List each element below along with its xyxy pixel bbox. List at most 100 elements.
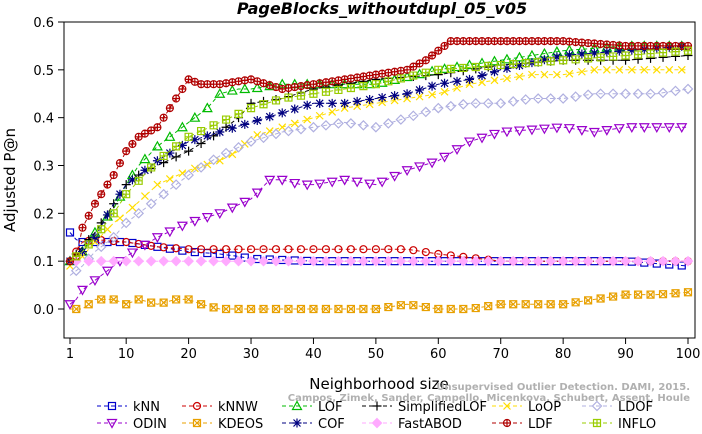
data-point — [552, 70, 561, 79]
data-point — [295, 255, 307, 267]
y-axis: 0.0 0.1 0.2 0.3 0.4 0.5 0.6 — [33, 16, 64, 318]
data-point — [428, 90, 436, 99]
data-point — [108, 231, 120, 243]
data-point — [621, 51, 630, 60]
legend: kNN kNNW LOF SimplifiedLOF LoOP LDOF ODIN KDEOS… — [97, 400, 656, 432]
data-point — [502, 418, 512, 428]
data-point — [352, 96, 362, 106]
data-point — [145, 198, 157, 210]
data-point — [277, 108, 287, 118]
data-point — [106, 418, 118, 429]
data-point — [582, 255, 594, 267]
data-point — [565, 69, 574, 78]
data-point — [184, 146, 194, 156]
data-point — [234, 245, 243, 254]
data-point — [165, 148, 175, 158]
data-point — [577, 49, 587, 59]
data-point — [627, 65, 636, 74]
data-point — [170, 179, 182, 190]
data-point — [633, 290, 643, 299]
legend-item-inflo: INFLO — [582, 417, 656, 432]
data-point — [591, 400, 603, 412]
data-point — [140, 165, 150, 175]
data-point — [64, 300, 76, 310]
data-point — [303, 115, 312, 124]
data-point — [552, 37, 562, 46]
data-point — [233, 255, 244, 267]
x-tick-label: 10 — [118, 347, 135, 362]
data-point — [134, 295, 143, 304]
y-tick-label: 0.0 — [33, 303, 54, 318]
data-point — [209, 303, 218, 312]
legend-label: LOF — [318, 400, 343, 415]
data-point — [540, 70, 549, 79]
data-point — [183, 169, 194, 181]
data-point — [396, 301, 405, 310]
data-point — [445, 255, 457, 267]
data-point — [439, 152, 451, 163]
data-point — [446, 304, 455, 314]
data-point — [302, 100, 312, 110]
data-point — [315, 98, 325, 108]
data-point — [484, 61, 493, 71]
data-point — [608, 52, 618, 61]
data-point — [459, 63, 468, 73]
data-point — [171, 152, 181, 162]
legend-item-knn: kNN — [97, 400, 160, 415]
data-point — [90, 199, 100, 208]
data-point — [490, 76, 499, 85]
series-line — [69, 69, 688, 267]
data-point — [407, 255, 419, 267]
data-point — [78, 223, 87, 232]
data-point — [514, 61, 524, 71]
data-point — [638, 123, 650, 133]
data-point — [122, 300, 131, 309]
data-point — [159, 298, 168, 307]
data-point — [632, 88, 644, 100]
data-point — [477, 71, 487, 81]
data-point — [172, 244, 181, 253]
legend-item-odin: ODIN — [97, 417, 167, 432]
data-point — [139, 240, 151, 251]
data-point — [83, 255, 95, 267]
data-point — [101, 266, 113, 277]
data-point — [359, 245, 368, 254]
data-point — [147, 241, 156, 250]
data-point — [115, 159, 125, 168]
data-point — [409, 71, 418, 80]
data-point — [427, 51, 437, 60]
data-point — [495, 97, 507, 109]
data-point — [164, 131, 176, 141]
data-point — [283, 125, 294, 137]
data-point — [559, 56, 568, 65]
data-point — [364, 179, 376, 190]
data-point — [270, 128, 282, 140]
data-point — [309, 245, 318, 254]
data-point — [645, 88, 656, 100]
data-point — [95, 255, 107, 267]
data-point — [165, 174, 174, 183]
data-point — [196, 245, 206, 254]
data-point — [421, 68, 430, 77]
data-point — [515, 72, 524, 81]
data-point — [184, 132, 193, 141]
data-point — [501, 127, 513, 138]
data-point — [658, 290, 668, 299]
data-point — [220, 147, 232, 159]
data-point — [209, 245, 218, 254]
data-point — [292, 418, 302, 428]
data-point — [513, 126, 525, 137]
data-point — [683, 46, 693, 55]
data-point — [564, 50, 574, 60]
data-point — [158, 255, 169, 267]
data-point — [271, 96, 281, 105]
data-point — [358, 255, 369, 267]
data-point — [440, 87, 449, 96]
data-point — [371, 304, 380, 314]
data-point — [239, 83, 251, 94]
data-point — [633, 41, 643, 51]
data-point — [70, 265, 82, 277]
data-point — [340, 98, 350, 108]
data-point — [614, 46, 624, 56]
data-point — [620, 88, 631, 100]
